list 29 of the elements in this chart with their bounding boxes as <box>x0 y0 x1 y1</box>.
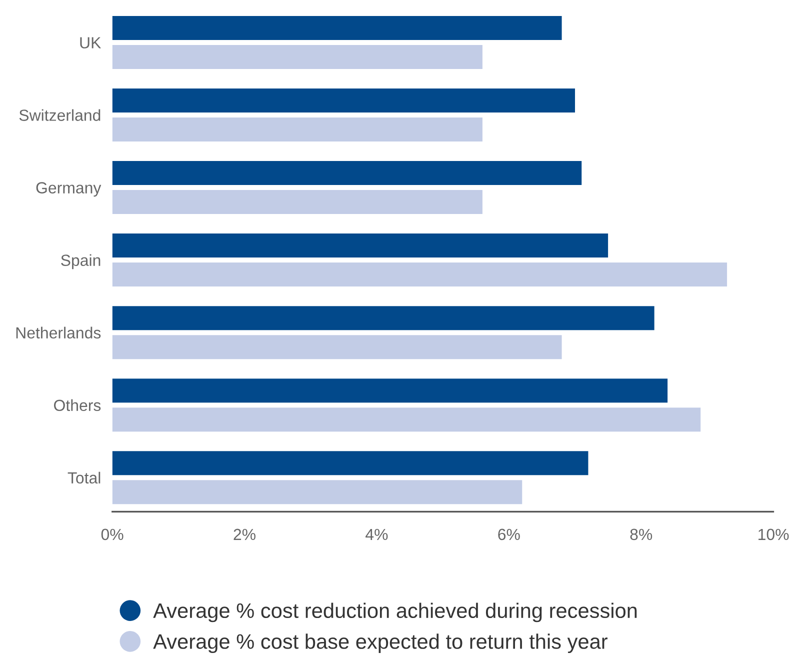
bar <box>112 335 562 360</box>
x-tick-label: 4% <box>366 528 388 540</box>
y-tick-label: UK <box>80 37 102 48</box>
y-tick-label: Others <box>54 399 101 412</box>
x-tick-label: 10% <box>758 528 789 540</box>
y-tick-label: Spain <box>61 254 100 270</box>
bar <box>112 408 701 432</box>
y-tick-label: Switzerland <box>19 109 100 121</box>
bar <box>112 88 575 113</box>
bar <box>112 234 608 258</box>
bar <box>112 306 654 330</box>
y-tick-label: Germany <box>36 182 102 197</box>
y-tick-label: Total <box>68 472 100 484</box>
bar <box>112 262 728 287</box>
y-tick-label: Netherlands <box>16 326 101 339</box>
bar <box>112 190 482 214</box>
bar <box>112 44 482 69</box>
bar <box>112 480 522 504</box>
x-tick-label: 2% <box>234 528 256 540</box>
legend-label: Average % cost base expected to return this year <box>153 634 608 654</box>
bar <box>112 16 562 40</box>
legend-label: Average % cost reduction achieved during recession <box>153 602 637 622</box>
x-tick-label: 0% <box>101 528 124 540</box>
bar <box>112 451 588 476</box>
bar <box>112 118 482 142</box>
x-tick-label: 6% <box>498 528 520 540</box>
x-tick-label: 8% <box>630 528 652 540</box>
bar <box>112 161 582 186</box>
bar <box>112 378 668 403</box>
